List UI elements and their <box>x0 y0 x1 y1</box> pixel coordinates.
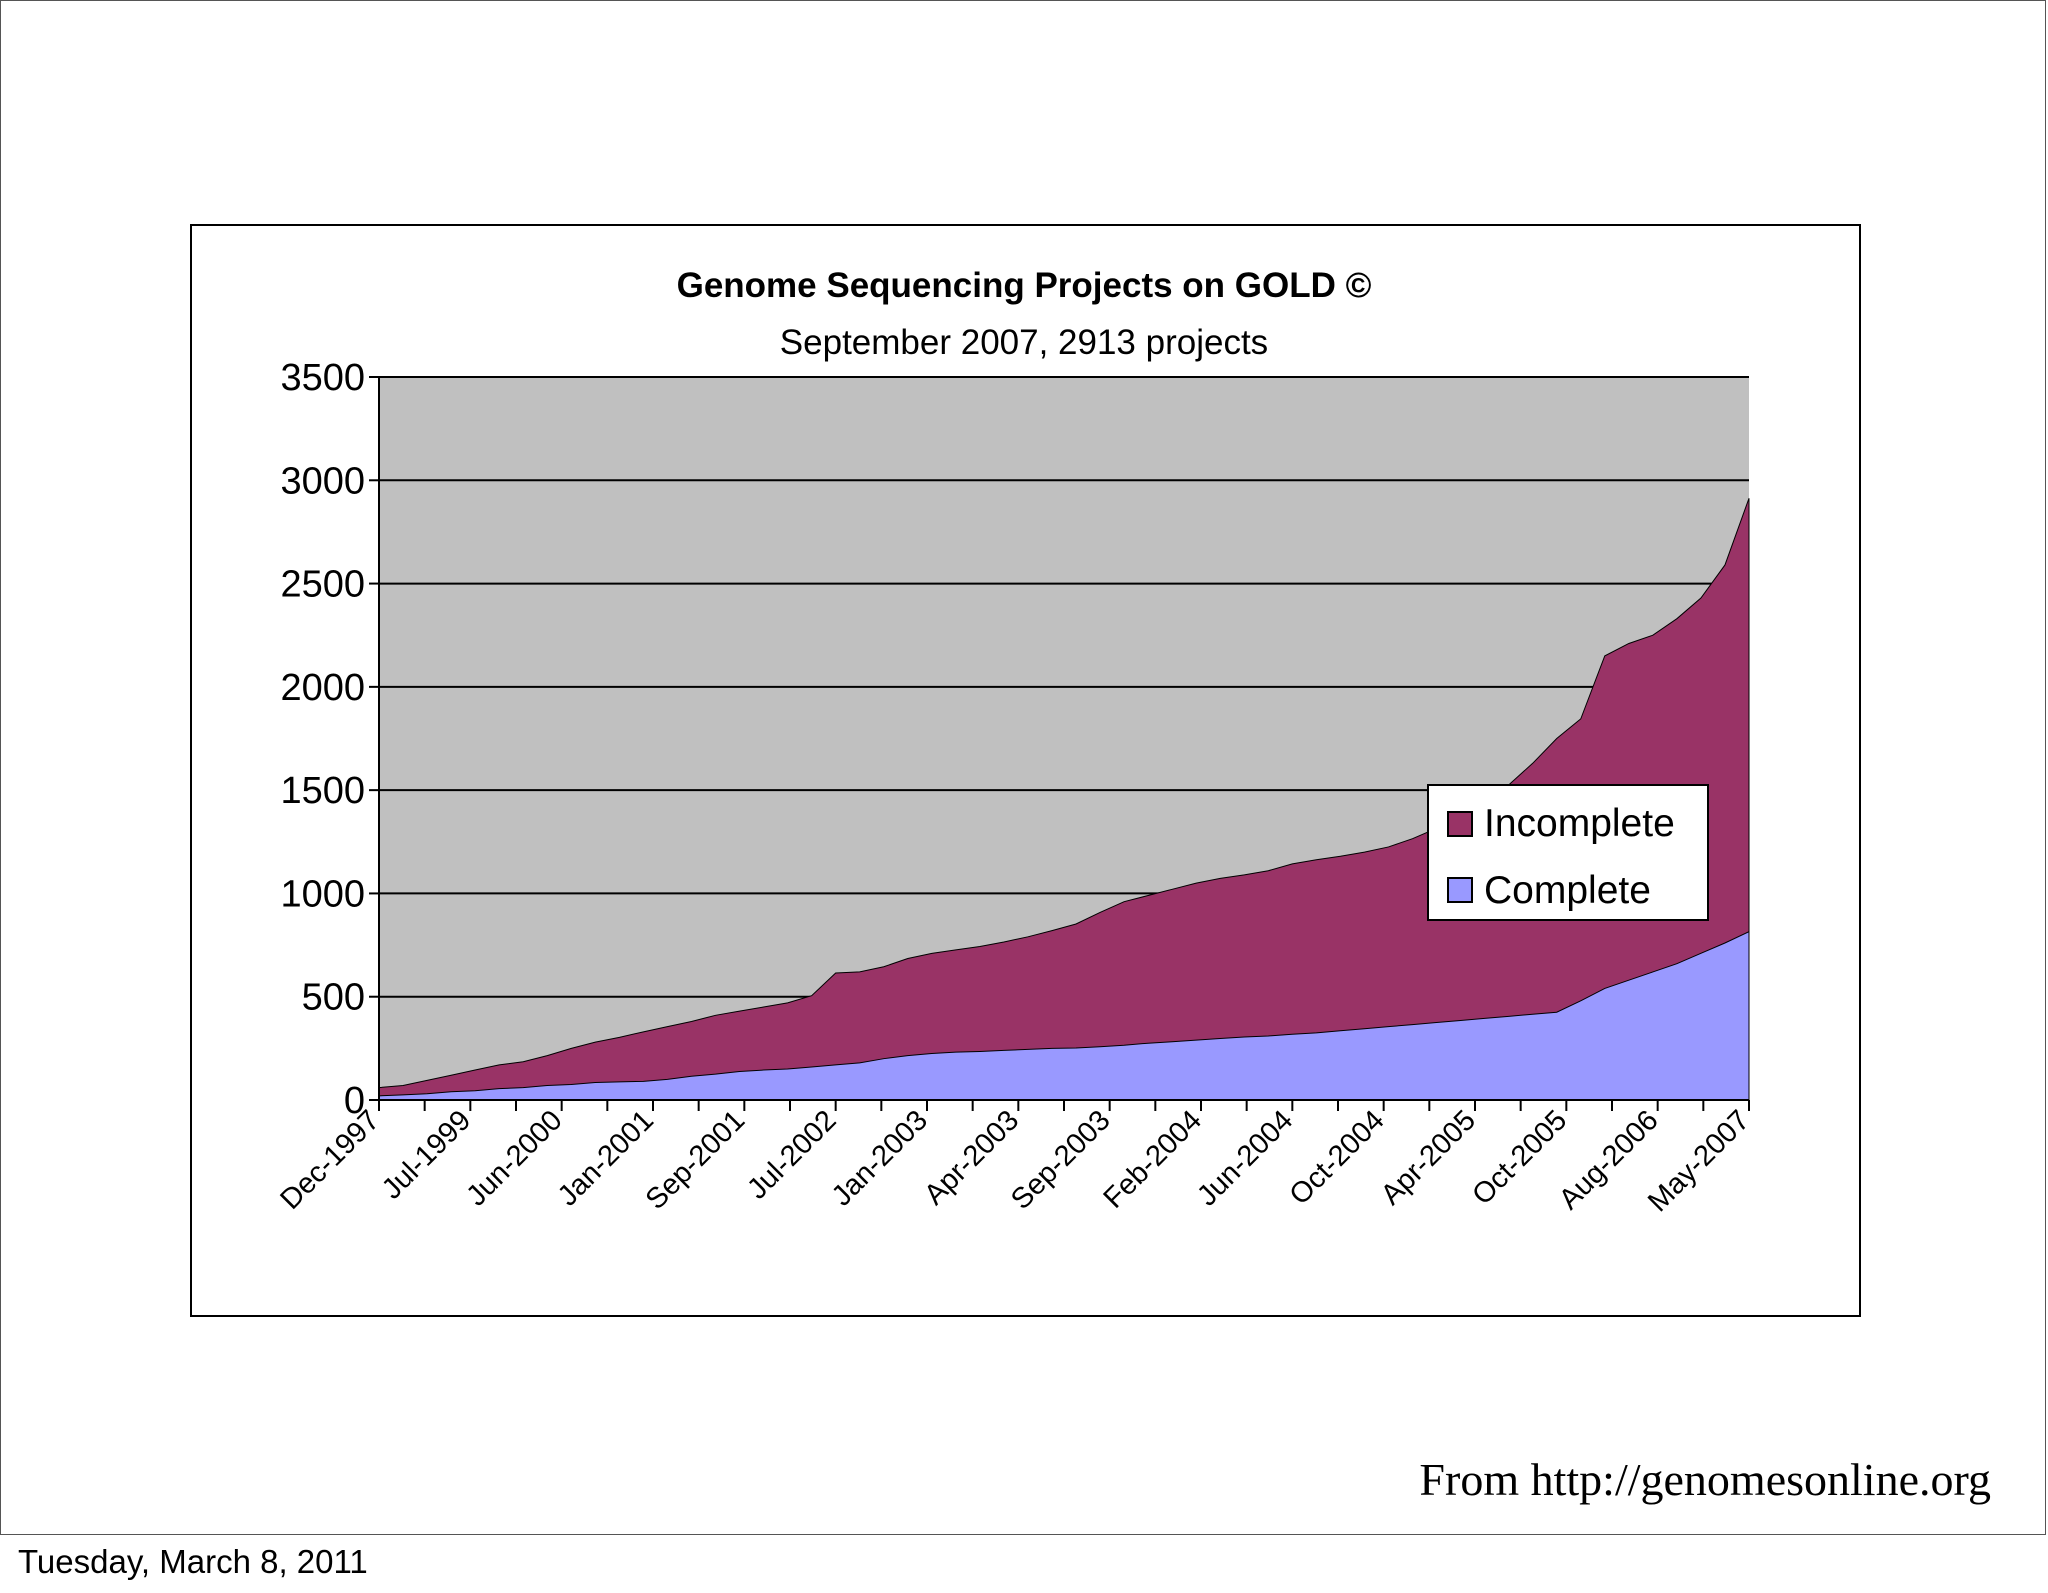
legend-box <box>1427 784 1709 921</box>
footer-date: Tuesday, March 8, 2011 <box>18 1543 368 1580</box>
legend: Incomplete Complete <box>1427 784 1709 921</box>
slide: Genome Sequencing Projects on GOLD © Sep… <box>0 0 2046 1535</box>
x-tick-label: Sep-2001 <box>640 1104 752 1216</box>
x-axis-ticks: Dec-1997Jul-1999Jun-2000Jan-2001Sep-2001… <box>274 1100 1756 1218</box>
x-tick-label: Feb-2004 <box>1098 1104 1208 1214</box>
x-tick-label: Sep-2003 <box>1005 1104 1117 1216</box>
y-tick-label-2000: 2000 <box>280 667 365 709</box>
gridlines <box>379 376 1749 998</box>
chart-frame: Genome Sequencing Projects on GOLD © Sep… <box>190 224 1861 1317</box>
legend-label-incomplete: Incomplete <box>1484 802 1675 845</box>
legend-swatch-incomplete <box>1447 811 1473 837</box>
legend-label-complete: Complete <box>1484 869 1651 912</box>
x-tick-label: Jun-2004 <box>1191 1104 1299 1212</box>
y-tick-label-1500: 1500 <box>280 770 365 812</box>
chart-subtitle: September 2007, 2913 projects <box>780 323 1268 362</box>
x-tick-label: Dec-1997 <box>274 1104 386 1216</box>
x-tick-label: Oct-2004 <box>1284 1104 1391 1211</box>
x-tick-label: Jan-2003 <box>826 1104 934 1212</box>
source-note: From http://genomesonline.org <box>1419 1454 1991 1505</box>
y-axis-ticks: 0 500 1000 1500 2000 2500 3000 3500 <box>280 357 379 1122</box>
y-tick-label-500: 500 <box>302 977 365 1019</box>
x-tick-label: May-2007 <box>1642 1104 1756 1218</box>
y-tick-label-2500: 2500 <box>280 564 365 606</box>
series-complete-area <box>378 930 1750 1101</box>
series-incomplete-area <box>378 498 1750 1101</box>
y-tick-label-0: 0 <box>344 1080 365 1122</box>
x-tick-label: Apr-2005 <box>1375 1104 1482 1211</box>
chart: Genome Sequencing Projects on GOLD © Sep… <box>274 266 1756 1218</box>
y-tick-label-3500: 3500 <box>280 357 365 399</box>
legend-swatch-complete <box>1447 877 1473 903</box>
chart-title: Genome Sequencing Projects on GOLD © <box>677 266 1372 305</box>
y-tick-label-3000: 3000 <box>280 460 365 502</box>
x-tick-label: Jun-2000 <box>460 1104 568 1212</box>
y-tick-label-1000: 1000 <box>280 873 365 915</box>
